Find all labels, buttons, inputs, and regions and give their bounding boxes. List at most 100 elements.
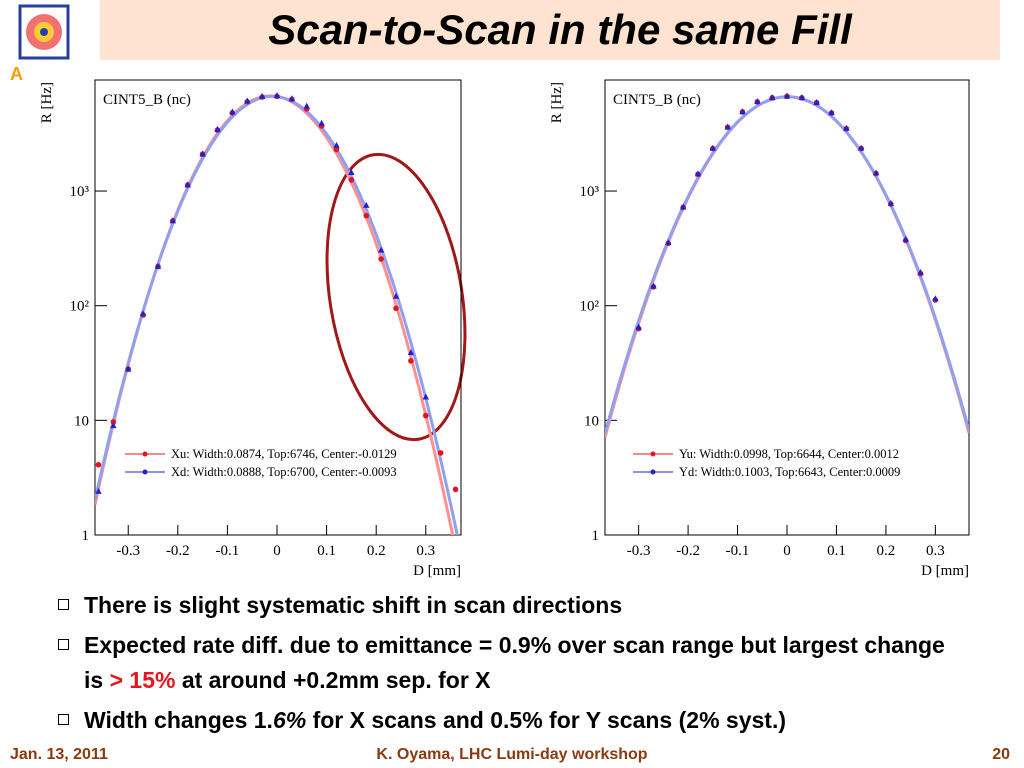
data-point bbox=[798, 94, 806, 101]
bullet: Expected rate diff. due to emittance = 0… bbox=[58, 628, 958, 698]
data-point bbox=[407, 349, 415, 356]
data-point bbox=[392, 292, 400, 299]
data-point bbox=[378, 256, 384, 262]
data-point bbox=[422, 412, 429, 419]
data-point bbox=[679, 203, 687, 210]
data-point bbox=[363, 201, 370, 208]
data-point bbox=[754, 98, 761, 105]
x-tick-label: -0.2 bbox=[166, 543, 190, 559]
data-point bbox=[377, 246, 385, 253]
data-point bbox=[199, 150, 206, 157]
footer-event: K. Oyama, LHC Lumi-day workshop bbox=[376, 746, 648, 763]
data-point bbox=[229, 108, 236, 115]
x-tick-label: -0.1 bbox=[216, 543, 240, 559]
title-banner bbox=[100, 0, 1000, 60]
data-point bbox=[139, 310, 147, 317]
chart-label: CINT5_B (nc) bbox=[613, 92, 701, 108]
y-tick-label: 1 bbox=[592, 528, 600, 544]
y-tick-label: 10³ bbox=[580, 184, 600, 200]
x-tick-label: -0.1 bbox=[726, 543, 750, 559]
data-point bbox=[635, 323, 642, 330]
x-tick-label: -0.3 bbox=[116, 543, 140, 559]
y-tick-label: 1 bbox=[82, 528, 90, 544]
data-point bbox=[363, 212, 370, 219]
footer-page: 20 bbox=[992, 746, 1010, 763]
data-point bbox=[437, 450, 444, 456]
data-point bbox=[932, 295, 939, 302]
plot-area bbox=[95, 92, 459, 535]
x-tick-label: 0.2 bbox=[367, 543, 386, 559]
data-point bbox=[917, 268, 924, 275]
bullet-text: for X scans and 0.5% for Y scans (2% sys… bbox=[306, 707, 786, 733]
y-tick-label: 10² bbox=[580, 299, 600, 315]
data-point bbox=[273, 92, 281, 99]
data-point bbox=[95, 461, 102, 468]
legend-marker bbox=[650, 451, 656, 457]
svg-text:A: A bbox=[10, 64, 23, 84]
y-tick-label: 10³ bbox=[70, 184, 90, 200]
legend-entry: Xd: Width:0.0888, Top:6700, Center:-0.00… bbox=[171, 465, 397, 479]
bullet: Width changes 1.6% for X scans and 0.5% … bbox=[58, 703, 958, 738]
logo: A bbox=[10, 4, 70, 84]
slide-title: Scan-to-Scan in the same Fill bbox=[268, 6, 853, 53]
x-axis-label: D [mm] bbox=[921, 563, 969, 579]
bullet-text: > 15% bbox=[109, 667, 176, 693]
data-point bbox=[154, 262, 162, 269]
data-point bbox=[857, 144, 865, 151]
data-point bbox=[709, 144, 717, 151]
y-axis-label: R [Hz] bbox=[549, 82, 565, 123]
legend-entry: Yd: Width:0.1003, Top:6643, Center:0.000… bbox=[679, 465, 900, 479]
x-tick-label: 0.1 bbox=[317, 543, 336, 559]
data-point bbox=[110, 419, 117, 425]
legend-entry: Yu: Width:0.0998, Top:6644, Center:0.001… bbox=[679, 447, 899, 461]
data-point bbox=[650, 282, 657, 289]
data-point bbox=[828, 109, 835, 116]
data-point bbox=[288, 95, 296, 102]
data-point bbox=[887, 199, 895, 206]
fit-curve bbox=[95, 94, 455, 535]
data-point bbox=[333, 141, 340, 148]
data-point bbox=[724, 123, 731, 130]
x-axis-label: D [mm] bbox=[413, 563, 461, 579]
data-point bbox=[110, 422, 117, 429]
data-point bbox=[303, 102, 310, 109]
data-point bbox=[813, 98, 820, 105]
bullet: There is slight systematic shift in scan… bbox=[58, 588, 958, 623]
data-point bbox=[783, 92, 791, 99]
data-point bbox=[318, 119, 325, 126]
legend-marker bbox=[650, 469, 656, 475]
bullet-text: There is slight systematic shift in scan… bbox=[84, 592, 623, 618]
data-point bbox=[393, 305, 399, 312]
bullet-text: Expected rate diff. due to emittance = 0… bbox=[84, 632, 945, 693]
bullet-text: at around +0.2mm sep. for X bbox=[175, 667, 491, 693]
plot-frame bbox=[94, 79, 462, 536]
data-point bbox=[258, 92, 266, 99]
data-point bbox=[768, 94, 776, 101]
data-point bbox=[348, 169, 355, 176]
x-tick-label: -0.2 bbox=[676, 543, 700, 559]
data-point bbox=[169, 217, 177, 224]
data-point bbox=[348, 177, 355, 183]
x-tick-label: 0.3 bbox=[926, 543, 945, 559]
x-tick-label: 0.3 bbox=[416, 543, 435, 559]
data-point bbox=[665, 239, 672, 246]
data-point bbox=[125, 365, 132, 372]
data-point bbox=[694, 170, 702, 177]
data-point bbox=[408, 358, 414, 364]
x-tick-label: 0.2 bbox=[877, 543, 896, 559]
data-point bbox=[214, 125, 221, 132]
x-tick-label: -0.3 bbox=[627, 543, 651, 559]
data-point bbox=[422, 393, 429, 400]
data-point bbox=[739, 108, 746, 115]
legend-marker bbox=[142, 469, 148, 475]
bullet-text: Width changes 1. bbox=[84, 707, 273, 733]
footer-date: Jan. 13, 2011 bbox=[10, 746, 108, 763]
chart-label: CINT5_B (nc) bbox=[103, 92, 191, 108]
y-tick-label: 10 bbox=[74, 413, 89, 429]
plot-area bbox=[605, 92, 969, 438]
data-point bbox=[452, 486, 459, 493]
data-point bbox=[843, 124, 850, 131]
data-point bbox=[184, 181, 191, 188]
